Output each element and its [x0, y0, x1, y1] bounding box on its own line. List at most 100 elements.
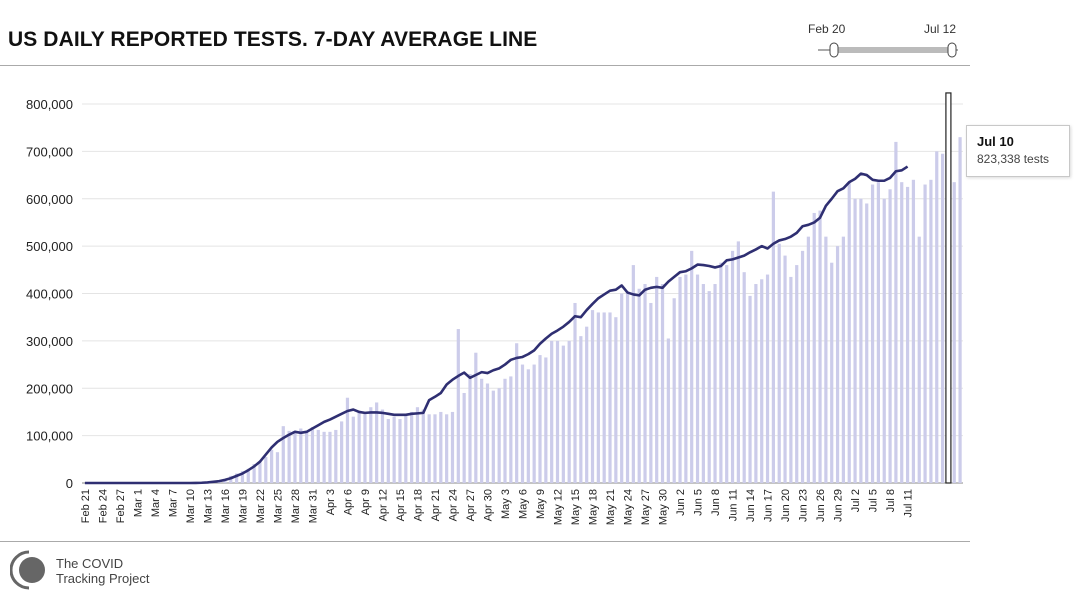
x-tick-label: Mar 19	[237, 489, 249, 523]
bar	[252, 464, 256, 483]
range-end-label: Jul 12	[924, 22, 957, 36]
bar	[485, 383, 490, 483]
bar	[830, 262, 834, 483]
bar	[935, 151, 939, 483]
bar	[707, 291, 711, 483]
bar	[555, 340, 560, 483]
bar	[480, 378, 484, 483]
bar	[958, 137, 962, 483]
bar	[625, 291, 630, 483]
bar	[561, 345, 565, 483]
x-tick-label: Jun 5	[693, 489, 705, 516]
bar	[859, 198, 863, 483]
bar	[754, 284, 758, 483]
x-tick-label: Apr 6	[342, 489, 354, 515]
x-tick-label: Apr 15	[395, 489, 407, 521]
x-tick-label: Feb 27	[115, 489, 127, 523]
bar	[293, 433, 297, 483]
bar	[491, 390, 495, 483]
bar	[305, 430, 309, 483]
header-divider	[0, 65, 970, 66]
bar	[690, 250, 694, 483]
grid-lines	[82, 103, 963, 484]
average-line	[84, 165, 909, 485]
x-tick-label: Mar 31	[307, 489, 319, 523]
date-range-slider[interactable]	[818, 39, 963, 61]
bar	[392, 416, 396, 483]
bar	[841, 236, 845, 483]
bar	[532, 364, 536, 483]
bar	[876, 182, 881, 483]
bar	[375, 402, 379, 483]
bar	[287, 430, 291, 483]
x-tick-label: Mar 7	[167, 489, 179, 517]
bar	[398, 419, 402, 483]
bar	[264, 456, 268, 483]
x-tick-label: May 9	[535, 489, 547, 519]
bar	[789, 276, 793, 483]
x-tick-label: May 6	[518, 489, 530, 519]
y-tick-label: 400,000	[26, 287, 73, 302]
range-start-label: Feb 20	[808, 22, 846, 36]
bar	[678, 276, 682, 483]
x-tick-label: Jun 11	[728, 489, 740, 521]
tests-chart: 0 100,000 200,000 300,000 400,000 500,000 600,…	[26, 92, 963, 525]
bar	[812, 212, 816, 483]
bar	[800, 250, 805, 483]
x-tick-label: Jun 20	[780, 489, 792, 522]
bar	[748, 295, 752, 483]
x-tick-label: Jul 2	[850, 489, 862, 512]
y-tick-label: 800,000	[26, 97, 73, 112]
x-tick-label: May 21	[605, 489, 617, 525]
x-tick-label: Mar 28	[290, 489, 302, 523]
slider-end-handle[interactable]	[947, 42, 957, 58]
x-tick-label: Apr 24	[447, 489, 459, 521]
x-axis-ticks: Feb 21 Feb 24 Feb 27 Mar 1 Mar 4 Mar 7 Mar 10 M…	[80, 489, 915, 525]
bar	[643, 284, 647, 483]
bar	[602, 312, 606, 483]
bar	[351, 416, 355, 483]
bar	[620, 293, 624, 483]
bar	[258, 461, 262, 483]
bar	[905, 186, 910, 483]
bar	[310, 427, 315, 483]
x-tick-label: Mar 16	[220, 489, 232, 523]
y-tick-label: 700,000	[26, 144, 73, 159]
bar	[299, 428, 303, 483]
bar	[713, 284, 717, 483]
bar	[585, 326, 589, 483]
highlighted-bar[interactable]	[945, 92, 952, 484]
x-tick-label: Jul 8	[885, 489, 897, 512]
bar	[660, 284, 665, 483]
y-tick-label: 300,000	[26, 334, 73, 349]
bar	[240, 471, 245, 483]
bar	[573, 302, 577, 483]
bar	[340, 421, 344, 483]
bar	[695, 274, 700, 483]
y-tick-label: 100,000	[26, 429, 73, 444]
bar	[590, 310, 595, 483]
bar	[427, 414, 431, 483]
x-tick-label: May 24	[623, 489, 635, 525]
bar	[503, 378, 507, 483]
bar	[730, 250, 735, 483]
y-tick-label: 500,000	[26, 239, 73, 254]
bar	[386, 419, 390, 483]
x-tick-label: Apr 9	[360, 489, 372, 515]
bar	[719, 262, 723, 483]
bar	[940, 153, 945, 483]
bar	[865, 203, 869, 484]
bar	[515, 343, 519, 483]
slider-start-handle[interactable]	[829, 42, 839, 58]
bar	[439, 411, 443, 483]
bar	[742, 272, 746, 483]
bar	[462, 392, 466, 483]
bar	[835, 246, 840, 483]
bar-series	[194, 92, 962, 484]
x-tick-label: Jul 5	[868, 489, 880, 512]
tooltip: Jul 10 823,338 tests	[966, 125, 1070, 177]
y-tick-label: 0	[66, 476, 73, 491]
bar	[538, 355, 542, 483]
x-tick-label: May 15	[570, 489, 582, 525]
x-tick-label: May 27	[640, 489, 652, 525]
